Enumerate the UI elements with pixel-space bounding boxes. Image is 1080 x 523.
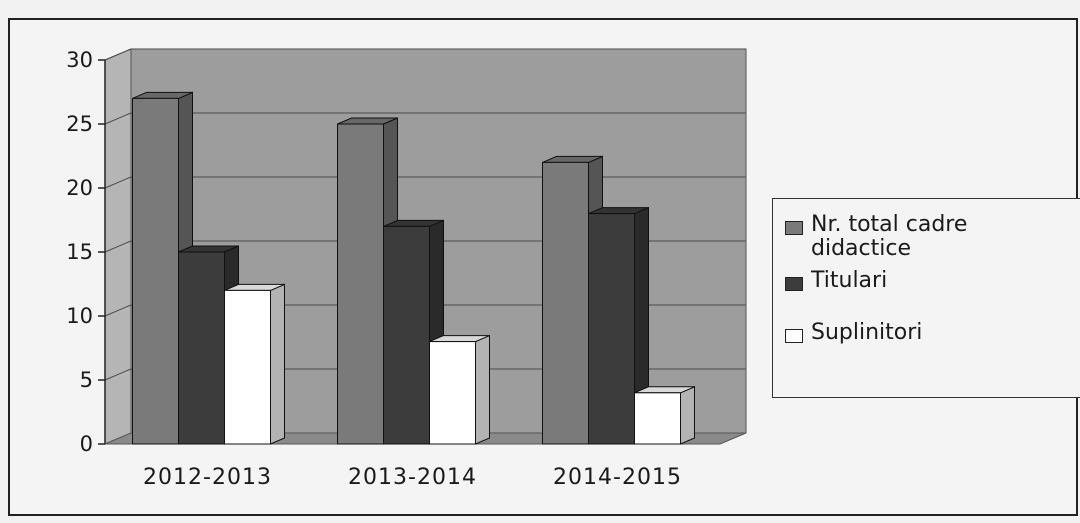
y-tick-label: 25	[66, 112, 93, 136]
bar	[224, 289, 271, 445]
legend-item-suplinitori: Suplinitori	[785, 321, 1071, 345]
bar	[337, 123, 384, 445]
bar-side	[270, 283, 285, 445]
y-tick-label: 10	[66, 304, 93, 328]
y-tick-label: 15	[66, 240, 93, 264]
gridline-side	[104, 48, 132, 61]
bar-side	[475, 334, 490, 445]
gridline-side	[104, 176, 132, 189]
bar-chart: 0 5 10 15 20 25 30 2012-2013 2013-2014 2014-2015	[66, 48, 747, 490]
bar	[429, 341, 476, 445]
gridline-side	[104, 240, 132, 253]
bar	[178, 251, 225, 445]
legend: Nr. total cadre didactice Titulari Supli…	[772, 198, 1080, 398]
bar	[132, 97, 179, 445]
legend-label-titulari: Titulari	[811, 268, 888, 293]
legend-label-suplinitori: Suplinitori	[811, 320, 923, 345]
y-tick-label: 20	[66, 176, 93, 200]
bar	[542, 161, 589, 445]
legend-item-total: Nr. total cadre didactice	[785, 213, 1071, 261]
legend-item-titulari: Titulari	[785, 269, 1071, 293]
legend-label-total: Nr. total cadre didactice	[811, 212, 968, 261]
legend-swatch-suplinitori	[785, 329, 803, 343]
bar	[634, 392, 681, 445]
x-tick-label: 2012-2013	[143, 465, 272, 490]
gridline-side	[104, 368, 132, 381]
bar	[588, 213, 635, 445]
chart-frame: 0 5 10 15 20 25 30 2012-2013 2013-2014 2014-2015 …	[8, 18, 1080, 516]
gridline-side	[104, 304, 132, 317]
gridline-side	[104, 112, 132, 125]
y-tick-label: 5	[80, 368, 93, 392]
y-tick-label: 30	[66, 48, 93, 72]
legend-swatch-total	[785, 221, 803, 235]
x-tick-label: 2013-2014	[348, 465, 477, 490]
x-tick-label: 2014-2015	[553, 465, 682, 490]
y-tick-label: 0	[80, 432, 93, 456]
bar	[383, 225, 430, 445]
bar-side	[680, 386, 695, 445]
legend-swatch-titulari	[785, 277, 803, 291]
